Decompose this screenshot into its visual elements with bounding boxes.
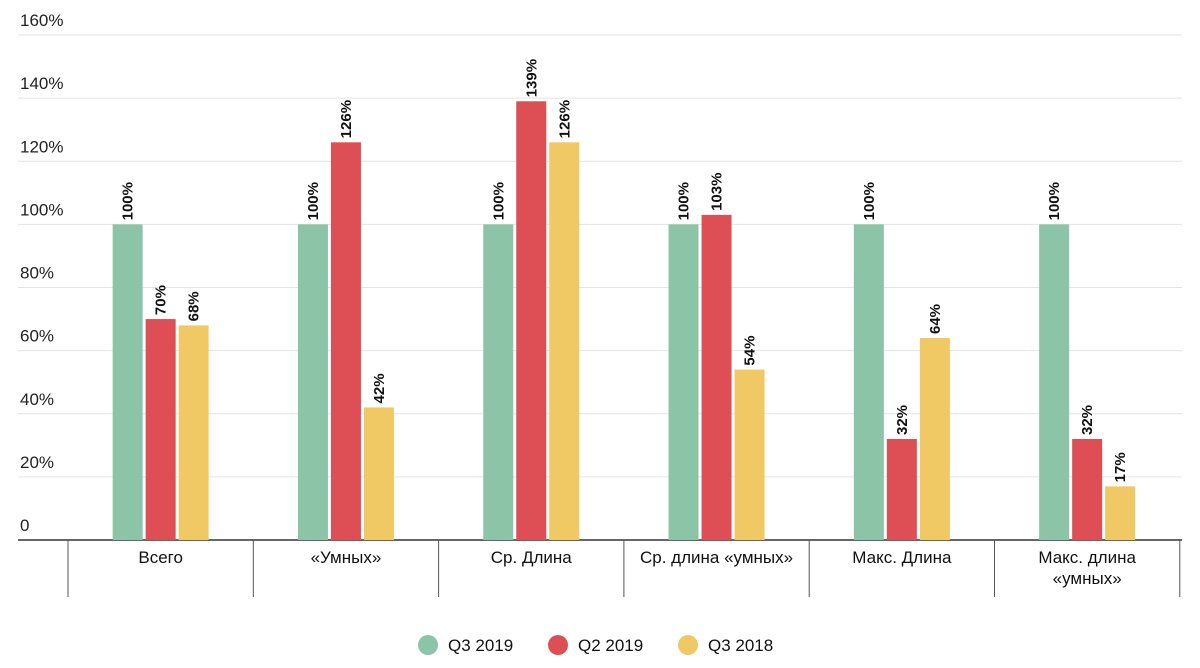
data-label: 100%	[490, 182, 507, 220]
data-label: 103%	[709, 173, 726, 211]
bar-q2-2019	[330, 142, 361, 540]
data-label: 32%	[894, 405, 911, 435]
bar-q3-2019	[668, 224, 699, 540]
data-label: 100%	[120, 182, 137, 220]
legend-swatch	[548, 635, 568, 655]
category-label: Ср. длина «умных»	[640, 548, 793, 567]
bar-q3-2019	[297, 224, 328, 540]
bar-q3-2019	[112, 224, 143, 540]
data-label: 70%	[153, 285, 170, 315]
category-label: Макс. Длина	[852, 548, 952, 567]
data-label: 42%	[371, 373, 388, 403]
bar-q3-2018	[734, 369, 765, 540]
bar-q3-2018	[1105, 486, 1136, 540]
data-label: 100%	[305, 182, 322, 220]
legend-label: Q2 2019	[578, 636, 643, 655]
data-label: 126%	[556, 100, 573, 138]
y-tick-label: 0	[20, 516, 29, 535]
bar-q3-2018	[919, 338, 950, 540]
category-label: «умных»	[1053, 569, 1122, 588]
data-label: 17%	[1112, 452, 1129, 482]
bar-q3-2018	[178, 325, 209, 540]
y-tick-label: 140%	[20, 74, 63, 93]
y-tick-label: 160%	[20, 11, 63, 30]
bar-q2-2019	[145, 319, 176, 540]
data-label: 54%	[742, 336, 759, 366]
data-label: 64%	[927, 304, 944, 334]
y-tick-label: 60%	[20, 327, 54, 346]
bar-q3-2019	[483, 224, 514, 540]
data-label: 100%	[676, 182, 693, 220]
bar-q2-2019	[1072, 439, 1103, 540]
legend-swatch	[418, 635, 438, 655]
bar-q3-2019	[853, 224, 884, 540]
bar-q3-2018	[363, 407, 394, 540]
legend-swatch	[678, 635, 698, 655]
y-tick-label: 120%	[20, 137, 63, 156]
data-label: 32%	[1079, 405, 1096, 435]
legend-label: Q3 2018	[708, 636, 773, 655]
bar-q3-2019	[1039, 224, 1070, 540]
y-tick-label: 20%	[20, 453, 54, 472]
y-tick-label: 100%	[20, 200, 63, 219]
data-label: 100%	[1046, 182, 1063, 220]
bar-q2-2019	[886, 439, 917, 540]
data-label: 126%	[338, 100, 355, 138]
data-label: 139%	[523, 59, 540, 97]
bar-q3-2018	[549, 142, 580, 540]
category-label: Ср. Длина	[491, 548, 572, 567]
bar-q2-2019	[701, 214, 732, 540]
y-tick-label: 80%	[20, 264, 54, 283]
category-label: «Умных»	[311, 548, 382, 567]
y-tick-label: 40%	[20, 390, 54, 409]
data-label: 100%	[861, 182, 878, 220]
data-label: 68%	[186, 291, 203, 321]
legend-label: Q3 2019	[448, 636, 513, 655]
category-label: Макс. длина	[1038, 548, 1136, 567]
bar-q2-2019	[516, 101, 547, 540]
category-label: Всего	[138, 548, 183, 567]
